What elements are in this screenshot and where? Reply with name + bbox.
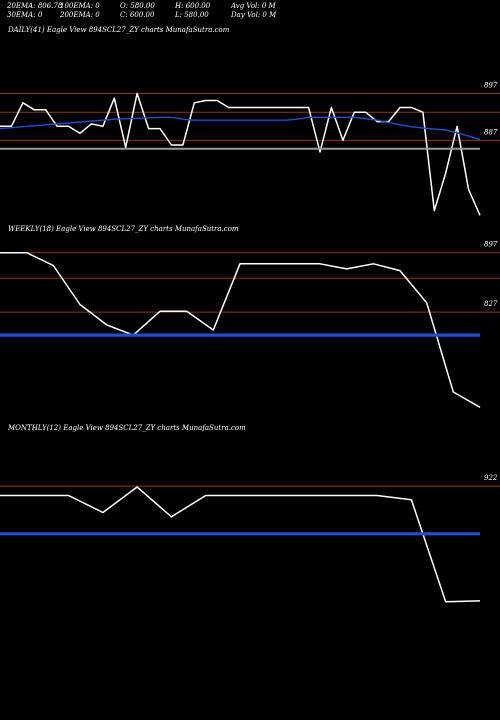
day-vol-readout: Day Vol: 0 M <box>231 11 277 19</box>
daily-ema-line <box>0 116 481 141</box>
weekly-price-line <box>0 251 481 408</box>
monthly-chart-title: MONTHLY(12) Eagle View 894SCL27_ZY chart… <box>8 424 246 432</box>
ema30-readout: 30EMA: 0 <box>7 11 43 19</box>
monthly-y-tick-label: 922 <box>484 474 498 482</box>
monthly-price-line <box>0 486 481 603</box>
ema20-readout: 20EMA: 806.78 <box>7 2 63 10</box>
close-readout: C: 600.00 <box>120 11 155 19</box>
low-readout: L: 580.00 <box>175 11 209 19</box>
weekly-y-tick-label: 827 <box>484 300 498 308</box>
ema200-readout: 200EMA: 0 <box>60 11 100 19</box>
weekly-chart-title: WEEKLY(18) Eagle View 894SCL27_ZY charts… <box>8 225 239 233</box>
daily-y-tick-label: 887 <box>484 128 498 136</box>
daily-price-line <box>0 92 481 216</box>
daily-chart-title: DAILY(41) Eagle View 894SCL27_ZY charts … <box>8 26 230 34</box>
weekly-y-tick-label: 897 <box>484 241 498 249</box>
daily-y-tick-label: 897 <box>484 81 498 89</box>
open-readout: O: 580.00 <box>120 2 155 10</box>
high-readout: H: 600.00 <box>175 2 211 10</box>
avg-vol-readout: Avg Vol: 0 M <box>231 2 276 10</box>
ema100-readout: 100EMA: 0 <box>60 2 100 10</box>
